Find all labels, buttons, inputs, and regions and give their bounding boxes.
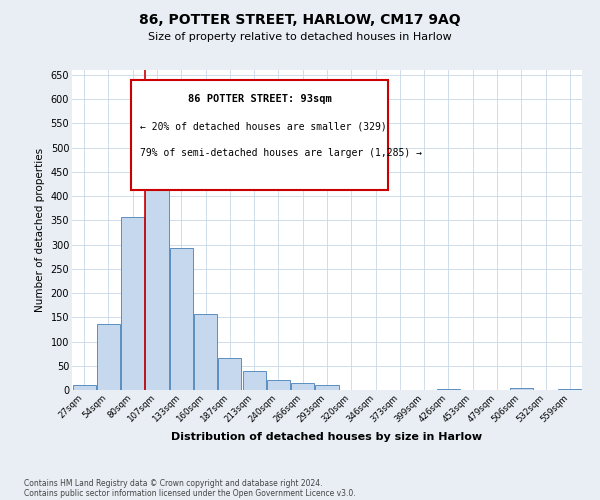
- Bar: [559, 388, 581, 390]
- Text: Contains HM Land Registry data © Crown copyright and database right 2024.: Contains HM Land Registry data © Crown c…: [24, 478, 323, 488]
- Bar: [267, 380, 290, 390]
- Text: Size of property relative to detached houses in Harlow: Size of property relative to detached ho…: [148, 32, 452, 42]
- Bar: [194, 314, 217, 390]
- FancyBboxPatch shape: [131, 80, 388, 190]
- Bar: [510, 388, 533, 390]
- Bar: [218, 358, 241, 390]
- Text: ← 20% of detached houses are smaller (329): ← 20% of detached houses are smaller (32…: [140, 121, 386, 131]
- Bar: [121, 217, 144, 390]
- Bar: [97, 324, 120, 390]
- Text: 79% of semi-detached houses are larger (1,285) →: 79% of semi-detached houses are larger (…: [140, 148, 422, 158]
- Bar: [242, 370, 266, 390]
- Y-axis label: Number of detached properties: Number of detached properties: [35, 148, 45, 312]
- Bar: [291, 382, 314, 390]
- Text: 86, POTTER STREET, HARLOW, CM17 9AQ: 86, POTTER STREET, HARLOW, CM17 9AQ: [139, 12, 461, 26]
- Bar: [437, 388, 460, 390]
- Text: Contains public sector information licensed under the Open Government Licence v3: Contains public sector information licen…: [24, 488, 356, 498]
- Bar: [170, 248, 193, 390]
- Text: 86 POTTER STREET: 93sqm: 86 POTTER STREET: 93sqm: [188, 94, 331, 104]
- Bar: [73, 385, 95, 390]
- Bar: [145, 130, 169, 390]
- X-axis label: Distribution of detached houses by size in Harlow: Distribution of detached houses by size …: [172, 432, 482, 442]
- Bar: [316, 385, 338, 390]
